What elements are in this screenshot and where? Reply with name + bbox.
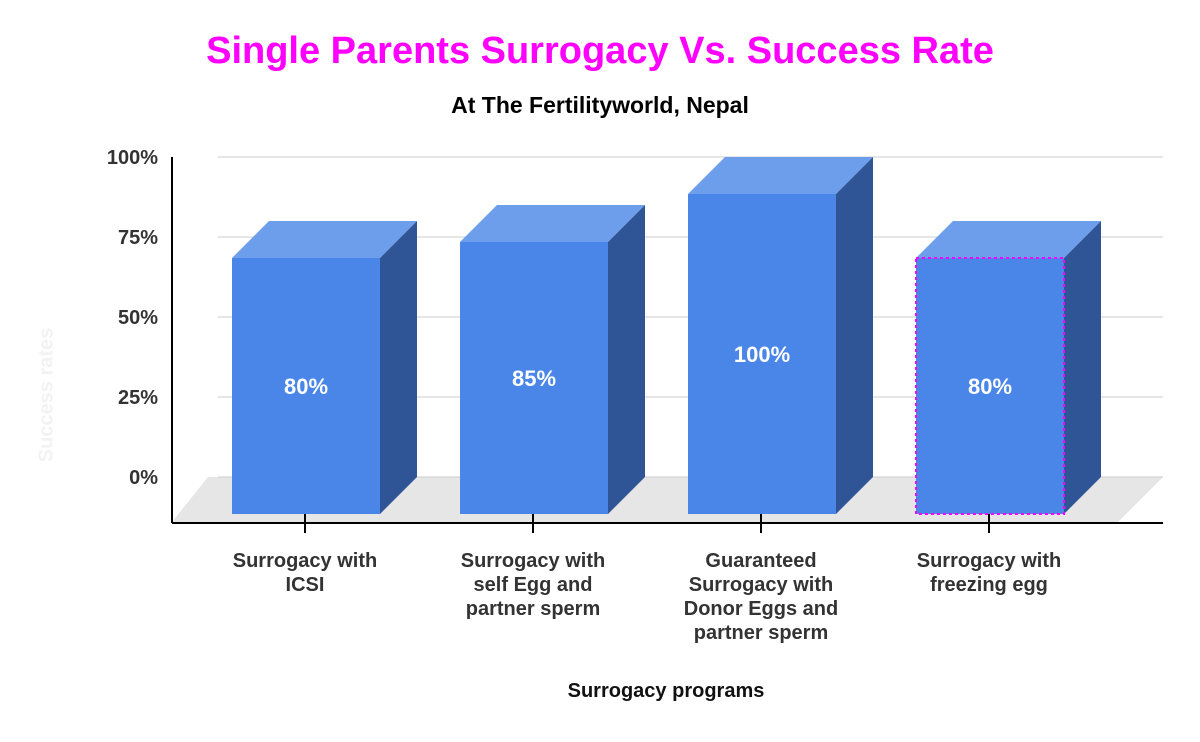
y-tick-label: 0%	[129, 467, 158, 489]
y-tick-label: 100%	[107, 147, 158, 169]
x-axis-label: Surrogacy programs	[567, 680, 765, 702]
y-tick-label: 75%	[118, 227, 158, 249]
data-label: 80%	[968, 374, 1012, 399]
x-tick-label-line: Surrogacy with	[689, 574, 833, 596]
x-tick-label-line: Surrogacy with	[461, 550, 605, 572]
x-tick-label: Surrogacy with self Egg and partner sperm	[461, 550, 605, 620]
data-label: 100%	[734, 342, 790, 367]
chart-title: Single Parents Surrogacy Vs. Success Rat…	[206, 30, 994, 72]
x-tick-label-line: Surrogacy with	[917, 550, 1061, 572]
x-tick-label-line: freezing egg	[930, 574, 1048, 596]
bar	[688, 194, 836, 514]
y-tick-label: 25%	[118, 387, 158, 409]
x-tick-label-line: Surrogacy with	[233, 550, 377, 572]
x-tick-label: Surrogacy with freezing egg	[917, 550, 1061, 596]
chart-subtitle: At The Fertilityworld, Nepal	[451, 92, 749, 118]
bar	[915, 257, 1065, 515]
x-tick-label-line: partner sperm	[694, 622, 829, 644]
bar	[460, 242, 608, 514]
x-tick-label: Surrogacy with ICSI	[233, 550, 377, 596]
x-tick-label-line: partner sperm	[466, 598, 601, 620]
bar-side	[1064, 221, 1101, 514]
data-label: 80%	[284, 374, 328, 399]
x-tick-label-line: self Egg and	[474, 574, 593, 596]
bar-side	[380, 221, 417, 514]
x-tick-label-line: ICSI	[286, 574, 325, 596]
bar-side	[608, 205, 645, 514]
x-tick-label: Guaranteed Surrogacy with Donor Eggs and pa…	[684, 550, 838, 644]
y-tick-label: 50%	[118, 307, 158, 329]
x-tick-label-line: Guaranteed	[705, 550, 816, 572]
bar-top	[688, 157, 873, 194]
bar-top	[460, 205, 645, 242]
bar-side	[836, 157, 873, 514]
bar	[232, 258, 380, 514]
data-label: 85%	[512, 366, 556, 391]
bar-top	[232, 221, 417, 258]
bar-top	[916, 221, 1101, 258]
x-tick-label-line: Donor Eggs and	[684, 598, 838, 620]
